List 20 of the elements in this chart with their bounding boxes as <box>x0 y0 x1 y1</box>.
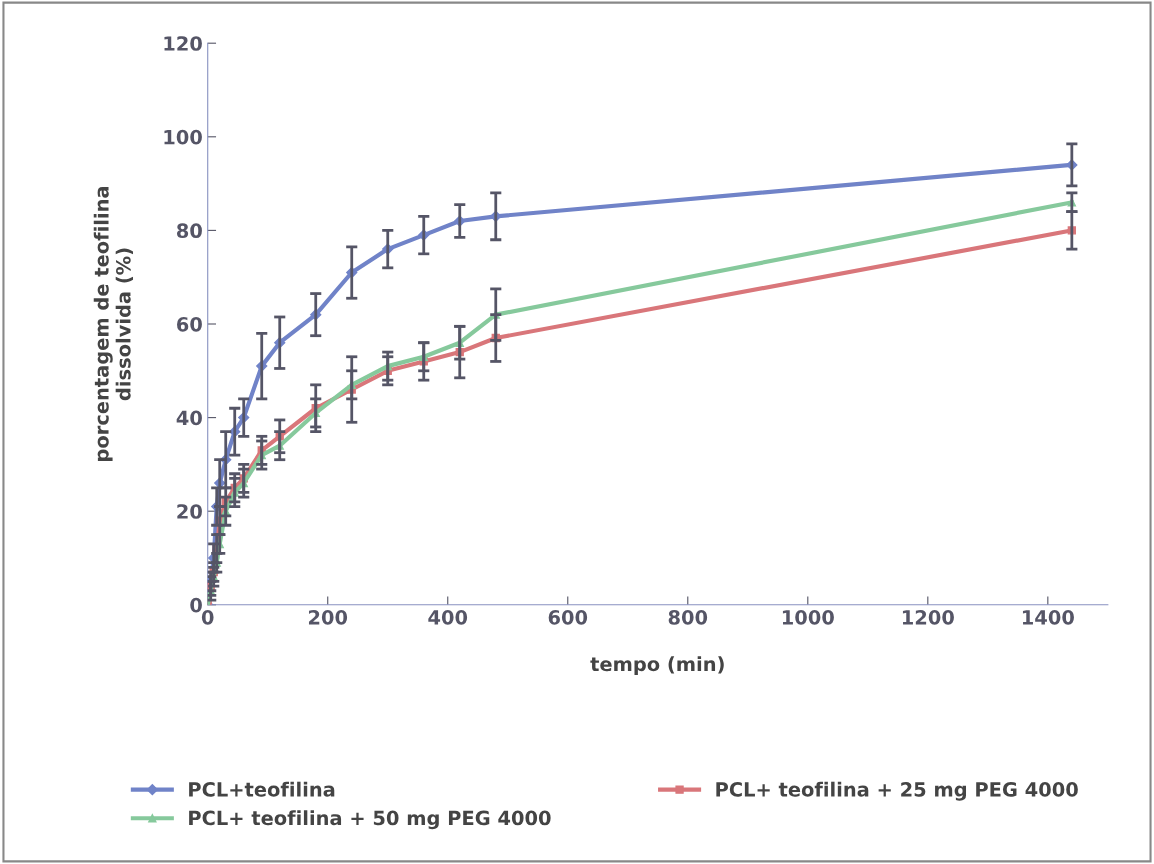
y-tick-label: 20 <box>177 504 202 519</box>
x-tick-label: 600 <box>548 610 588 625</box>
legend-label: PCL+ teofilina + 25 mg PEG 4000 <box>716 781 1078 801</box>
x-axis-title: tempo (min) <box>590 656 724 676</box>
y-tick-label: 0 <box>190 597 202 613</box>
y-tick-label: 100 <box>164 129 202 145</box>
x-tick-label: 1400 <box>1022 610 1074 625</box>
legend-label: PCL+ teofilina + 50 mg PEG 4000 <box>189 810 551 830</box>
x-tick-label: 0 <box>201 610 214 625</box>
y-tick-label: 80 <box>176 223 202 239</box>
x-tick-label: 800 <box>668 610 708 625</box>
x-tick-label: 200 <box>308 610 348 625</box>
y-tick-label: 120 <box>164 36 202 51</box>
y-tick-label: 60 <box>177 316 202 332</box>
x-tick-label: 1000 <box>782 610 834 625</box>
y-axis-title: porcentagem de teofilina dissolvida (%) <box>93 186 134 461</box>
x-tick-label: 1200 <box>902 610 954 625</box>
legend-label: PCL+teofilina <box>189 781 335 797</box>
y-tick-label: 40 <box>176 410 202 426</box>
x-tick-label: 400 <box>428 610 468 625</box>
